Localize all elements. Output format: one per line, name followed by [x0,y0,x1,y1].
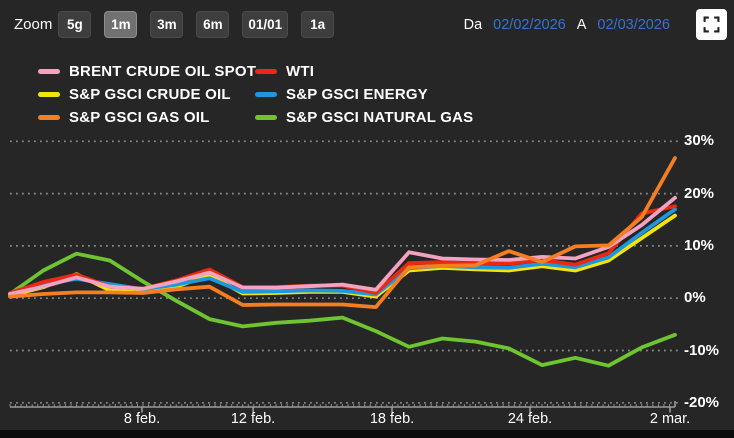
zoom-button-1a[interactable]: 1a [301,11,335,38]
legend-swatch-icon [255,114,277,120]
legend-swatch-icon [255,91,277,97]
date-to-label: A [576,16,587,33]
zoom-label: Zoom [14,16,53,33]
x-axis-label-24-feb: 24 feb. [507,411,553,427]
legend-swatch-icon [38,68,60,74]
legend-swatch-icon [38,91,60,97]
x-axis-label-12-feb: 12 feb. [230,411,276,427]
series-line-brent-crude-oil-spot [8,195,677,296]
legend-swatch-icon [255,68,277,74]
y-axis-label-10: 10% [684,237,715,254]
legend-label: S&P GSCI ENERGY [286,85,428,103]
fullscreen-button[interactable] [696,9,727,40]
series-line-wti [8,204,677,295]
y-axis-label-0: 0% [684,289,706,306]
date-from-value[interactable]: 02/02/2026 [493,16,566,33]
zoom-button-3m[interactable]: 3m [150,11,184,38]
legend-item-brent-crude-oil-spot[interactable]: BRENT CRUDE OIL SPOT [38,62,257,80]
y-axis-label-20: 20% [684,185,715,202]
legend-item-s-p-gsci-energy[interactable]: S&P GSCI ENERGY [255,85,473,103]
date-range-controls: Da 02/02/2026 A 02/03/2026 [464,17,670,33]
zoom-button-1m[interactable]: 1m [104,11,138,38]
series-lines [8,156,677,368]
legend: BRENT CRUDE OIL SPOT WTI S&P GSCI CRUDE OI… [38,62,474,126]
date-to-value[interactable]: 02/03/2026 [597,16,670,33]
legend-label: S&P GSCI CRUDE OIL [69,85,231,103]
gridlines [10,140,679,404]
series-line-s-p-gsci-natural-gas [8,251,677,368]
toolbar: Zoom 5g 1m 3m 6m 01/01 1a Da 02/02/2026 A 02/… [0,9,734,40]
legend-label: S&P GSCI GAS OIL [69,108,210,126]
series-line-s-p-gsci-energy [8,207,677,298]
y-axis-label-10: -10% [684,342,720,359]
legend-item-s-p-gsci-gas-oil[interactable]: S&P GSCI GAS OIL [38,108,255,126]
y-axis-label-20: -20% [684,394,720,411]
x-axis-label-18-feb: 18 feb. [369,411,415,427]
date-from-label: Da [463,16,483,33]
legend-swatch-icon [38,114,60,120]
x-axis [9,401,676,413]
fullscreen-expand-icon [703,16,720,33]
legend-item-s-p-gsci-natural-gas[interactable]: S&P GSCI NATURAL GAS [255,108,474,126]
legend-label: WTI [286,62,315,80]
bottom-strip [0,430,734,438]
zoom-button-5g[interactable]: 5g [58,11,92,38]
zoom-button-01-01[interactable]: 01/01 [242,11,289,38]
zoom-button-6m[interactable]: 6m [196,11,230,38]
legend-item-s-p-gsci-crude-oil[interactable]: S&P GSCI CRUDE OIL [38,85,255,103]
legend-label: S&P GSCI NATURAL GAS [286,108,474,126]
series-line-s-p-gsci-gas-oil [8,156,677,310]
legend-item-wti[interactable]: WTI [255,62,473,80]
y-axis-label-30: 30% [684,132,715,149]
zoom-button-group: 5g 1m 3m 6m 01/01 1a [58,11,347,38]
x-axis-label-2-mar: 2 mar. [649,411,691,427]
legend-label: BRENT CRUDE OIL SPOT [69,62,257,80]
x-axis-label-8-feb: 8 feb. [123,411,161,427]
